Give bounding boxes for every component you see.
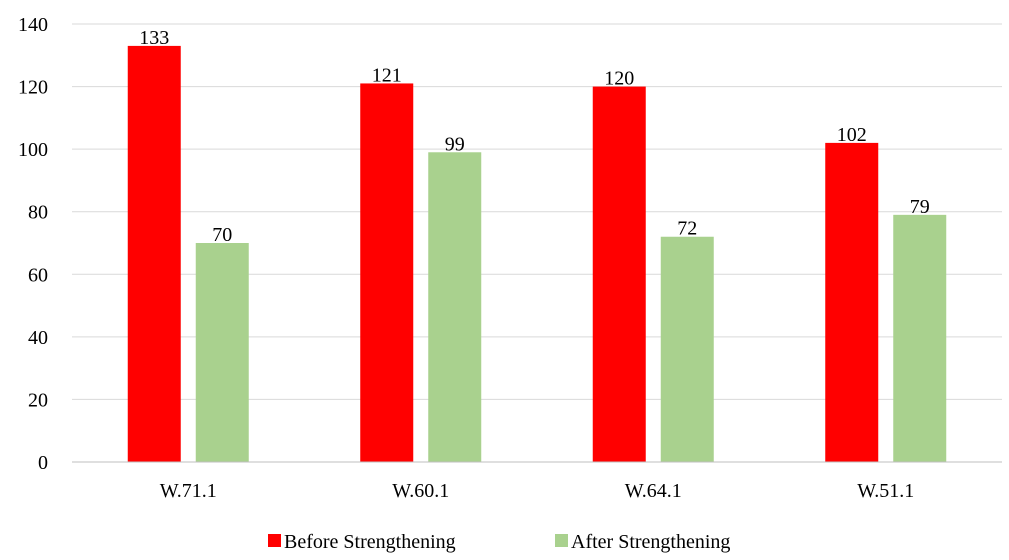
legend-label-before: Before Strengthening [284, 531, 456, 553]
bar-after-W.51.1 [893, 214, 947, 462]
bar-before-W.71.1 [127, 45, 181, 463]
data-label: 102 [837, 124, 867, 146]
data-labels: 133 70 121 99 120 72 102 79 [139, 27, 930, 246]
bars [127, 45, 947, 463]
y-tick-label: 40 [28, 327, 48, 349]
y-tick-label: 120 [18, 77, 48, 99]
y-axis-ticks: 0 20 40 60 80 100 120 140 [18, 14, 48, 474]
data-label: 133 [139, 27, 169, 49]
data-label: 72 [677, 218, 697, 240]
data-label: 121 [372, 64, 402, 86]
legend-swatch-after [555, 534, 568, 547]
bar-after-W.60.1 [428, 152, 482, 462]
bar-after-W.64.1 [660, 236, 714, 462]
y-tick-label: 140 [18, 14, 48, 36]
legend: Before Strengthening After Strengthening [268, 531, 730, 553]
x-category-label: W.60.1 [392, 480, 449, 502]
x-category-label: W.64.1 [625, 480, 682, 502]
y-tick-label: 80 [28, 202, 48, 224]
legend-label-after: After Strengthening [571, 531, 730, 553]
bar-before-W.51.1 [825, 142, 879, 462]
y-tick-label: 0 [38, 452, 48, 474]
data-label: 120 [604, 68, 634, 90]
y-tick-label: 100 [18, 139, 48, 161]
y-tick-label: 60 [28, 264, 48, 286]
x-category-label: W.71.1 [160, 480, 217, 502]
y-tick-label: 20 [28, 389, 48, 411]
x-category-label: W.51.1 [857, 480, 914, 502]
legend-swatch-before [268, 534, 281, 547]
bar-before-W.64.1 [592, 86, 646, 463]
x-axis-categories: W.71.1 W.60.1 W.64.1 W.51.1 [160, 480, 915, 502]
data-label: 79 [910, 196, 930, 218]
data-label: 70 [212, 224, 232, 246]
data-label: 99 [445, 133, 465, 155]
bar-after-W.71.1 [195, 243, 249, 462]
bar-before-W.60.1 [360, 83, 414, 462]
